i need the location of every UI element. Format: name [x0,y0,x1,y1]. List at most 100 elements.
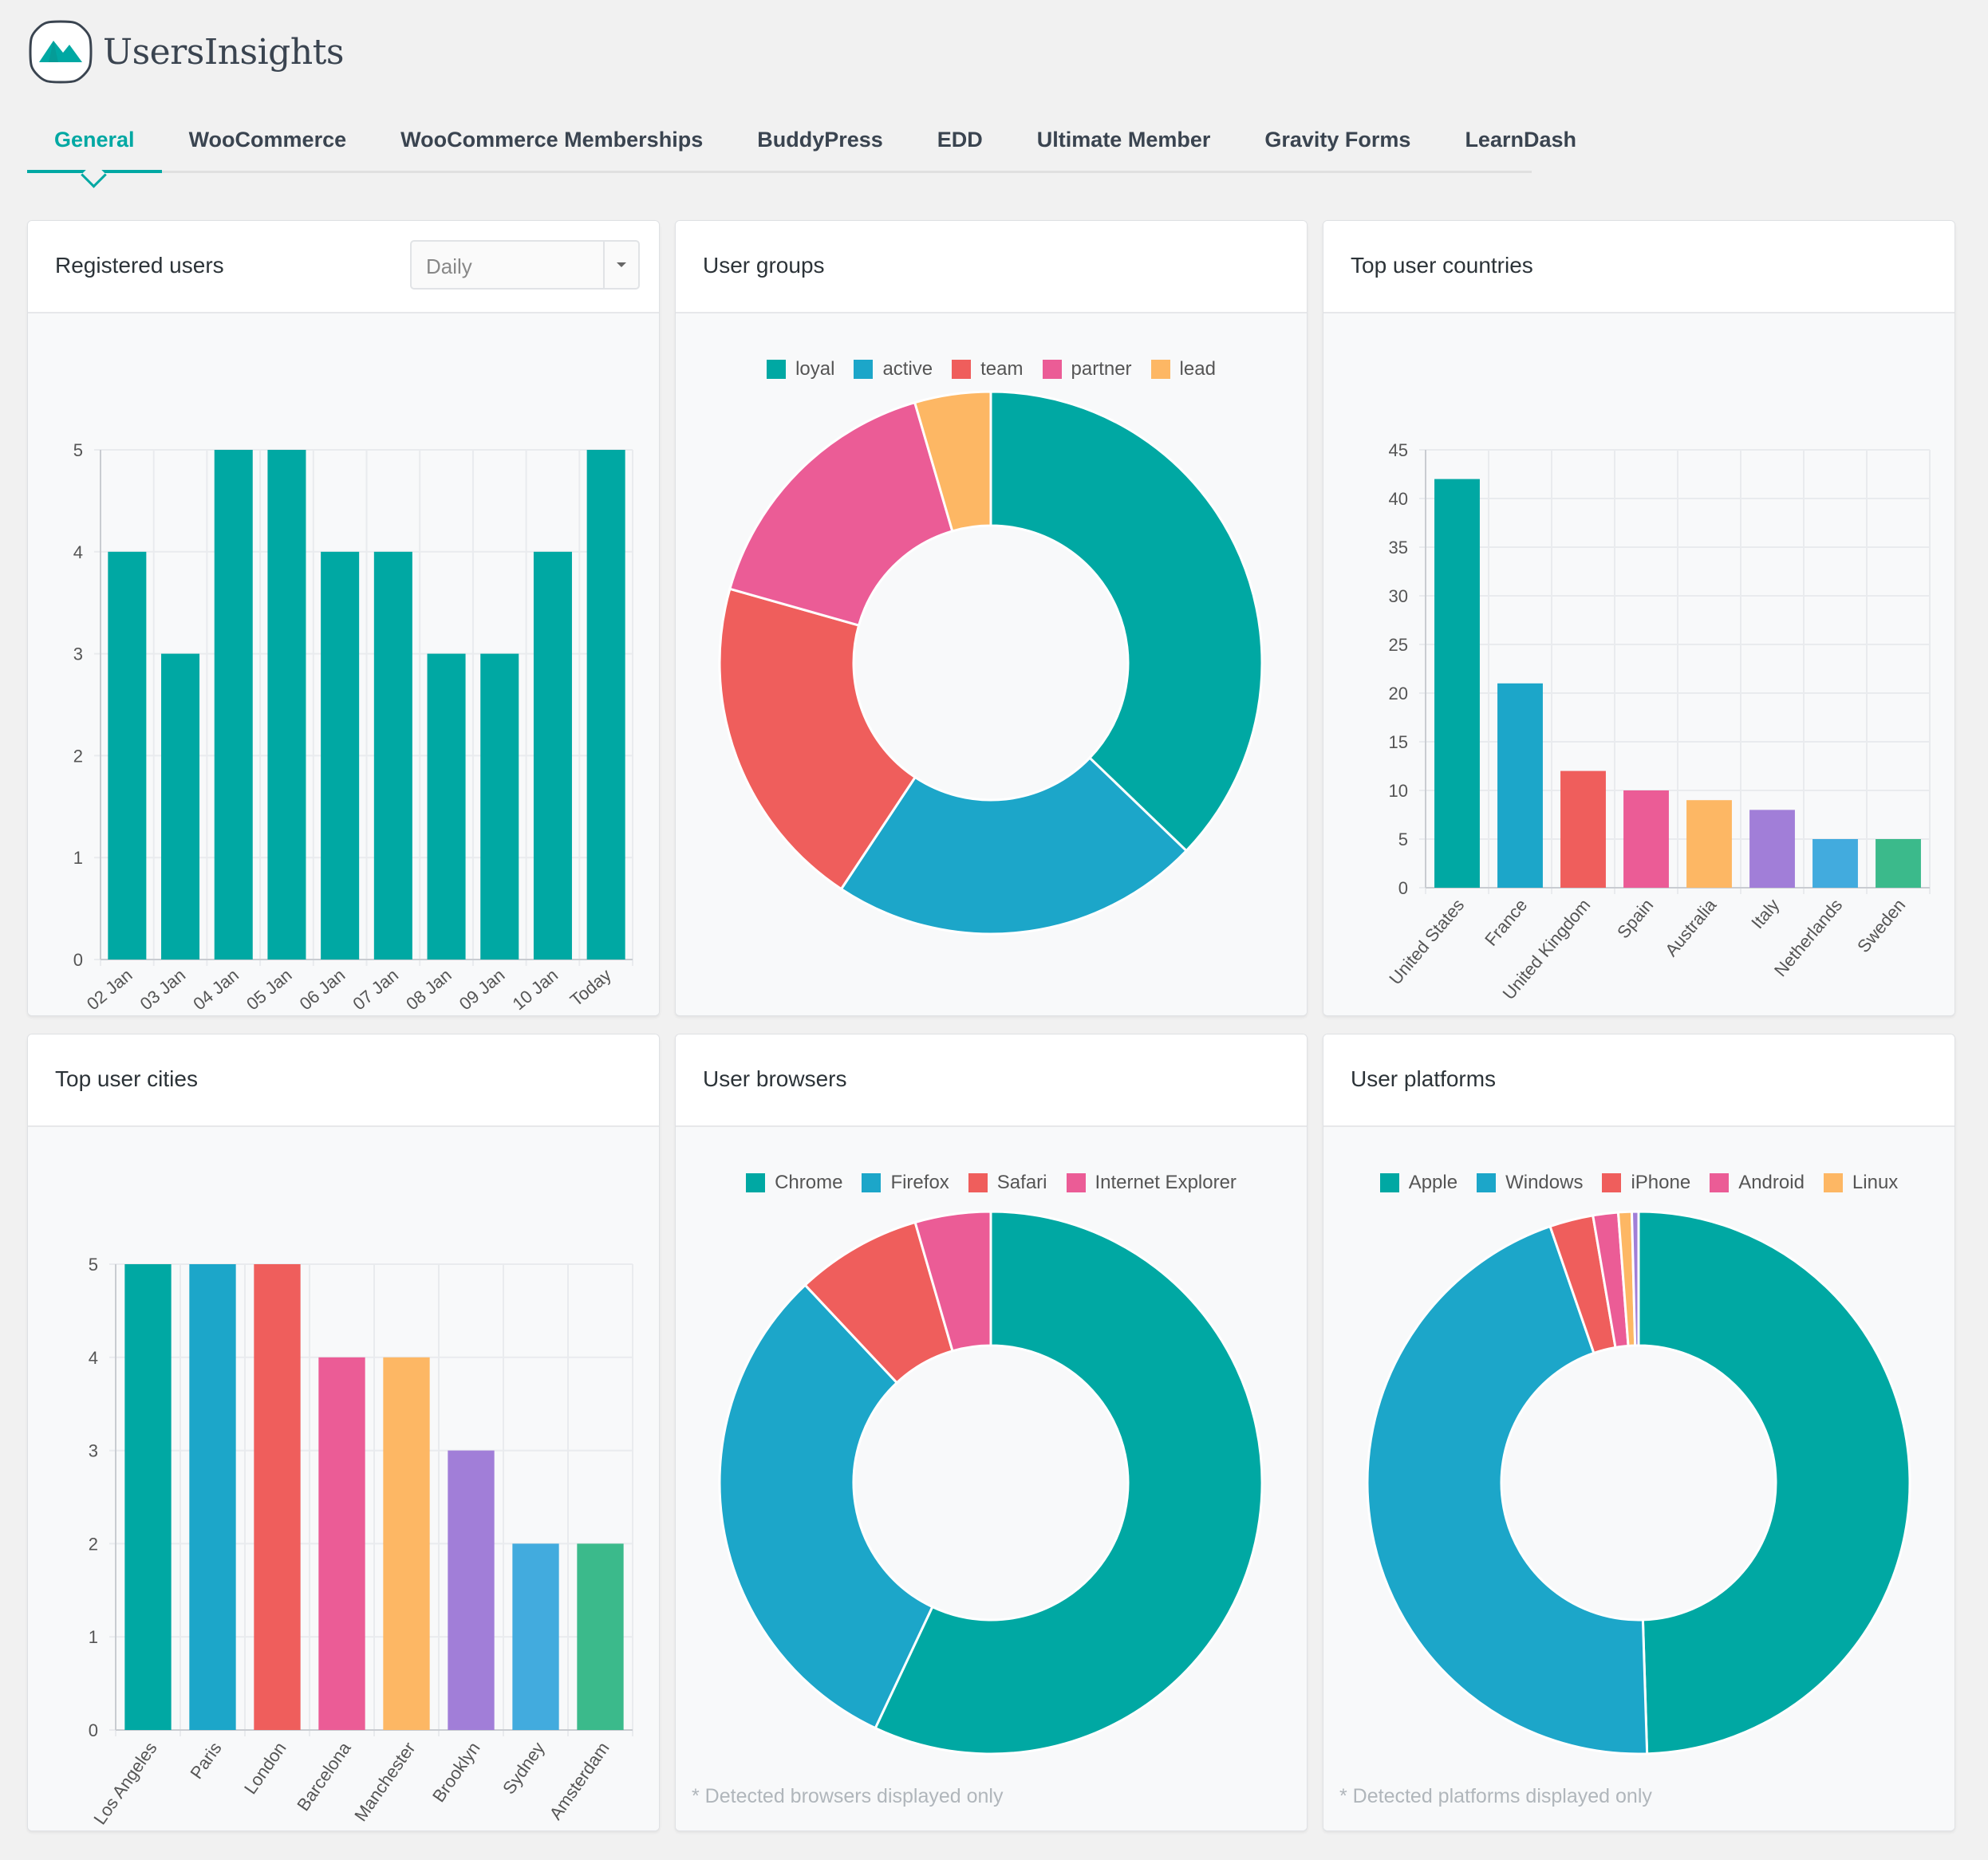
card-title: Top user cities [55,1066,198,1091]
x-tick-label: 08 Jan [402,965,456,1015]
donut-slice [839,756,1189,936]
card-header: User platforms [1323,1034,1954,1127]
y-tick-label: 20 [1389,684,1408,703]
x-tick-label: 07 Jan [349,965,402,1015]
bar [1876,839,1921,888]
legend-item[interactable]: Firefox [862,1172,949,1194]
registered-users-bar-chart: 0 1 2 3 4 5 02 Jan 03 Jan 04 Jan 05 Jan 06 Jan 07 J… [73,440,633,1015]
bar [108,551,147,960]
chart-legend: loyal active team partner lead [676,358,1307,380]
y-tick-label: 2 [73,746,83,766]
y-tick-label: 0 [73,950,83,970]
legend-item[interactable]: partner [1042,358,1132,380]
donut-slice [913,390,992,533]
bar [214,450,253,960]
legend-swatch [1150,360,1170,379]
tab-edd[interactable]: EDD [937,128,983,152]
legend-swatch [1379,1173,1399,1192]
x-tick-label: Sydney [499,1739,549,1798]
bar [448,1450,495,1730]
period-select-value: Daily [426,254,472,278]
chart-legend: Apple Windows iPhone Android Linux [1323,1172,1954,1194]
card-body: Chrome Firefox Safari Internet Explorer * D… [676,1127,1307,1830]
donut-slice [989,390,1264,853]
footnote: * Detected browsers displayed only [692,1785,1004,1807]
tab-woocommerce-memberships[interactable]: WooCommerce Memberships [400,128,704,152]
legend-item[interactable]: Windows [1477,1172,1583,1194]
x-tick-label: 06 Jan [296,965,349,1015]
card-title: User browsers [703,1066,847,1091]
tab-learndash[interactable]: LearnDash [1465,128,1576,152]
y-tick-label: 1 [89,1627,98,1647]
user-groups-donut-chart [718,390,1264,936]
y-tick-label: 4 [89,1348,98,1368]
x-tick-label: France [1481,895,1531,950]
donut-slice [874,1210,1264,1756]
tab-buddypress[interactable]: BuddyPress [757,128,883,152]
legend-label: iPhone [1631,1172,1691,1193]
bar [1560,770,1606,888]
legend-item[interactable]: iPhone [1602,1172,1690,1194]
x-tick-label: London [240,1739,290,1798]
tab-ultimate-member[interactable]: Ultimate Member [1036,128,1211,152]
y-tick-label: 15 [1389,732,1408,752]
y-tick-label: 0 [1398,878,1408,898]
x-tick-label: Los Angeles [89,1739,160,1829]
legend-item[interactable]: Linux [1823,1172,1898,1194]
legend-item[interactable]: team [952,358,1024,380]
top-cities-card: Top user cities 0 1 2 3 4 5 Los Angeles Paris Lo… [27,1034,660,1831]
legend-item[interactable]: Internet Explorer [1066,1172,1237,1194]
legend-swatch [746,1173,766,1192]
legend-label: Apple [1408,1172,1458,1193]
tab-bar: General WooCommerce WooCommerce Membersh… [27,112,1576,173]
period-select-toggle[interactable] [603,242,638,288]
card-title: Top user countries [1351,253,1533,278]
legend-label: Android [1738,1172,1805,1193]
tab-gravity-forms[interactable]: Gravity Forms [1264,128,1411,152]
bar [321,551,360,960]
legend-item[interactable]: Safari [968,1172,1047,1194]
period-select[interactable]: Daily [410,240,640,290]
bar [383,1357,430,1730]
y-tick-label: 0 [89,1720,98,1740]
usersinsights-logo-icon [29,20,93,84]
card-header: Top user countries [1323,221,1954,313]
legend-item[interactable]: loyal [767,358,834,380]
legend-item[interactable]: lead [1150,358,1216,380]
legend-label: lead [1179,358,1216,380]
x-tick-label: 09 Jan [456,965,509,1015]
bar [427,653,466,960]
x-tick-label: Barcelona [293,1738,355,1815]
x-tick-label: 10 Jan [508,965,562,1015]
legend-label: Safari [996,1172,1047,1193]
bar [254,1264,301,1730]
card-body: Apple Windows iPhone Android Linux * Detecte… [1323,1127,1954,1830]
legend-label: Firefox [890,1172,949,1193]
tab-general[interactable]: General [27,112,162,173]
donut-slice [1630,1210,1640,1347]
x-tick-label: Australia [1661,895,1721,960]
bar [161,653,200,960]
user-groups-card: User groups loyal active team partner lead [675,220,1308,1016]
card-title: User groups [703,253,825,278]
legend-item[interactable]: Chrome [746,1172,842,1194]
user-platforms-card: User platforms Apple Windows iPhone Android… [1323,1034,1955,1831]
top-countries-card: Top user countries 0 5 10 15 20 25 30 35 40 45 Uni… [1323,220,1955,1016]
tab-woocommerce[interactable]: WooCommerce [188,128,347,152]
legend-swatch [862,1173,882,1192]
y-tick-label: 35 [1389,538,1408,558]
bar [586,450,625,960]
legend-item[interactable]: Apple [1379,1172,1458,1194]
bar [1812,839,1858,888]
bar [124,1264,172,1730]
legend-swatch [968,1173,988,1192]
x-tick-label: Sweden [1853,895,1909,956]
top-cities-bar-chart: 0 1 2 3 4 5 Los Angeles Paris London BarcelonaMan… [89,1255,633,1829]
legend-swatch [1477,1173,1497,1192]
legend-swatch [1710,1173,1730,1192]
y-tick-label: 1 [73,848,83,868]
legend-label: Windows [1505,1172,1584,1193]
legend-item[interactable]: Android [1710,1172,1805,1194]
legend-item[interactable]: active [854,358,933,380]
